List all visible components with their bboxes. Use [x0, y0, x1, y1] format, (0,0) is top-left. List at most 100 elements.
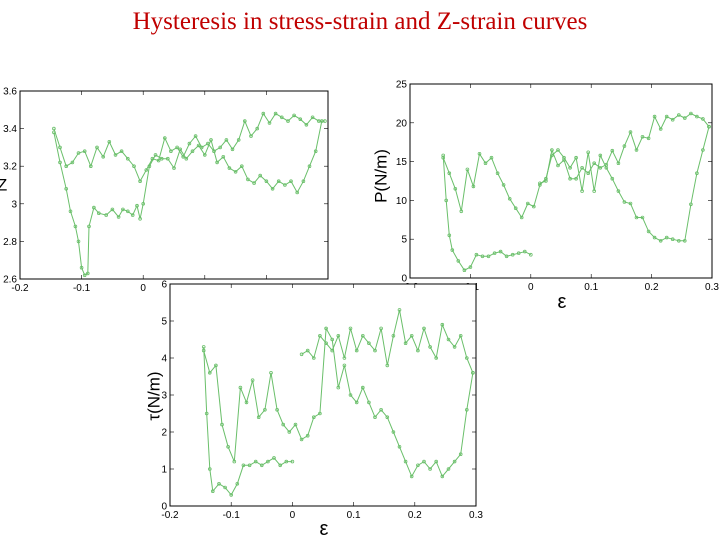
- data-point: [97, 211, 101, 216]
- data-point: [247, 463, 252, 468]
- plot-frame: [169, 283, 477, 507]
- data-point: [272, 456, 276, 460]
- data-point: [580, 189, 584, 193]
- series-line-2: [539, 112, 710, 184]
- data-point: [82, 149, 87, 153]
- data-point: [367, 341, 371, 345]
- data-point: [138, 179, 142, 183]
- data-point: [492, 251, 497, 256]
- data-point: [172, 166, 176, 170]
- data-point: [276, 179, 281, 183]
- y-tick-label: 3.4: [3, 124, 17, 135]
- data-point: [634, 215, 639, 220]
- data-point: [516, 251, 521, 256]
- data-point: [664, 235, 669, 240]
- data-point: [628, 201, 633, 206]
- x-tick-label: -0.1: [223, 510, 241, 521]
- data-point: [284, 459, 289, 464]
- data-point: [523, 249, 527, 254]
- data-point: [204, 411, 209, 416]
- data-point: [628, 130, 633, 134]
- data-point: [471, 184, 476, 189]
- data-point: [689, 111, 693, 116]
- data-point: [330, 337, 335, 342]
- data-point: [275, 408, 279, 412]
- series-line-0: [442, 155, 532, 271]
- data-point: [580, 166, 584, 170]
- data-point: [391, 430, 396, 434]
- data-point: [471, 371, 475, 375]
- data-point: [119, 149, 124, 153]
- data-point: [281, 422, 286, 427]
- data-point: [230, 147, 235, 152]
- data-point: [440, 322, 445, 327]
- data-point: [310, 115, 315, 120]
- data-point: [209, 138, 213, 142]
- data-point: [670, 117, 675, 122]
- y-tick-label: 2.6: [3, 275, 17, 286]
- data-point: [261, 111, 266, 116]
- data-point: [646, 229, 651, 234]
- data-point: [211, 489, 215, 494]
- data-point: [562, 158, 566, 162]
- series-line-1: [442, 126, 710, 242]
- data-point: [676, 239, 681, 243]
- data-point: [504, 254, 509, 259]
- data-point: [203, 153, 207, 157]
- y-tick-label: 5: [401, 235, 407, 246]
- data-point: [598, 166, 603, 170]
- data-point: [459, 209, 464, 214]
- data-point: [676, 113, 681, 117]
- data-point: [92, 205, 96, 210]
- data-point: [447, 171, 452, 175]
- data-point: [138, 217, 142, 221]
- data-point: [64, 164, 68, 168]
- data-point: [379, 326, 383, 331]
- data-point: [130, 213, 135, 217]
- data-point: [622, 200, 627, 204]
- data-point: [440, 474, 445, 479]
- data-point: [241, 463, 246, 468]
- x-tick-label: 0: [140, 283, 146, 294]
- x-tick-label: 0: [290, 510, 296, 521]
- data-point: [510, 252, 515, 257]
- data-point: [598, 153, 603, 158]
- data-point: [519, 215, 524, 220]
- data-point: [220, 422, 224, 427]
- data-point: [513, 206, 518, 211]
- data-point: [201, 348, 206, 353]
- data-point: [264, 179, 269, 183]
- data-point: [441, 155, 445, 160]
- data-point: [379, 408, 383, 412]
- data-point: [110, 207, 115, 212]
- data-point: [474, 252, 479, 257]
- data-point: [269, 371, 273, 375]
- data-point: [486, 254, 491, 259]
- data-point: [107, 140, 112, 144]
- data-point: [682, 239, 687, 243]
- data-point: [483, 161, 488, 165]
- data-point: [444, 198, 448, 203]
- data-point: [652, 235, 657, 240]
- data-point: [229, 493, 233, 497]
- data-point: [422, 326, 426, 331]
- data-point: [273, 111, 278, 116]
- data-point: [279, 115, 284, 120]
- data-point: [622, 144, 627, 148]
- data-point: [695, 171, 699, 175]
- data-point: [529, 252, 533, 257]
- data-point: [121, 207, 125, 212]
- data-point: [166, 156, 170, 161]
- data-point: [468, 265, 473, 269]
- data-point: [184, 156, 189, 161]
- data-point: [361, 385, 365, 390]
- x-tick-label: 0: [528, 282, 534, 293]
- data-point: [283, 183, 287, 187]
- data-point: [452, 345, 457, 349]
- y-axis-label: P(N/m): [371, 149, 390, 203]
- data-point: [58, 160, 62, 165]
- series-line-1: [203, 326, 474, 478]
- data-point: [409, 474, 414, 479]
- data-point: [658, 239, 663, 243]
- data-point: [422, 459, 426, 464]
